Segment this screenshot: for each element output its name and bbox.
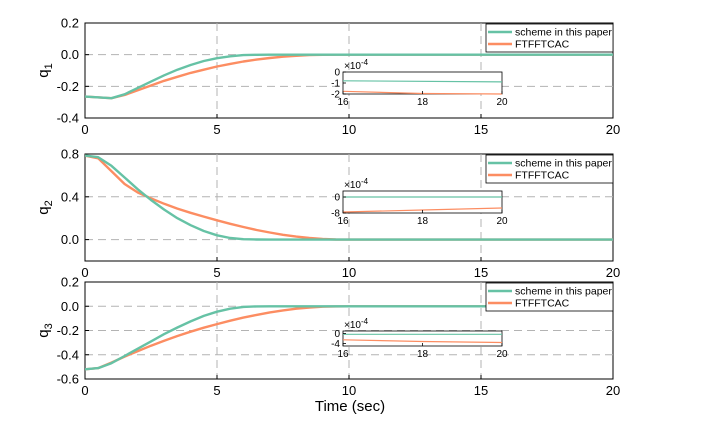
legend-label: FTFFTCAC bbox=[515, 298, 570, 310]
inset-x-tick-label: 18 bbox=[417, 97, 429, 108]
inset-y-tick-label: -8 bbox=[331, 209, 340, 220]
inset-exponent-label: ×10-4 bbox=[344, 177, 369, 191]
inset-exponent-power: -4 bbox=[361, 58, 369, 67]
y-tick-label: 0.2 bbox=[61, 275, 79, 290]
legend-box bbox=[485, 23, 614, 53]
y-tick-label: -0.2 bbox=[57, 323, 79, 338]
legend-label: scheme in this paper bbox=[515, 158, 612, 170]
inset-x-tick-label: 16 bbox=[337, 97, 349, 108]
x-tick-label: 15 bbox=[474, 383, 488, 398]
y-axis-label-main: q bbox=[35, 69, 52, 77]
inset-exponent-label: ×10-4 bbox=[344, 58, 369, 72]
x-tick-label: 20 bbox=[606, 383, 620, 398]
inset-y-tick-label: 0 bbox=[334, 193, 340, 204]
inset-y-tick-label: -2 bbox=[331, 90, 340, 101]
y-tick-label: -0.2 bbox=[57, 79, 79, 94]
y-tick-label: -0.4 bbox=[57, 111, 79, 126]
inset-series-line-ftfftcac bbox=[342, 339, 503, 344]
series-line-scheme bbox=[85, 154, 613, 241]
inset-exponent-label: ×10-4 bbox=[344, 317, 369, 331]
x-tick-label: 10 bbox=[342, 122, 356, 137]
inset-x-tick-label: 16 bbox=[337, 349, 349, 360]
legend-label: scheme in this paper bbox=[515, 286, 612, 298]
panel-q3: 0 5 10 15 20 -0.6 -0.4 -0.2 0.0 0.2 q3 scheme in th… bbox=[35, 275, 620, 399]
x-tick-label: 15 bbox=[474, 122, 488, 137]
y-axis-label-subscript: 2 bbox=[43, 200, 55, 206]
inset-y-tick-label: 0 bbox=[334, 329, 340, 340]
inset-y-tick-label: -1 bbox=[331, 79, 340, 90]
y-axis-label: q2 bbox=[35, 200, 55, 214]
inset-x-tick-label: 18 bbox=[417, 216, 429, 227]
inset-exponent-base: ×10 bbox=[344, 61, 361, 72]
y-axis-label: q1 bbox=[35, 63, 55, 77]
y-axis-label-main: q bbox=[35, 329, 52, 337]
x-tick-label: 0 bbox=[81, 383, 88, 398]
legend-label: scheme in this paper bbox=[515, 27, 612, 39]
y-axis-label: q3 bbox=[35, 323, 55, 337]
inset-x-tick-label: 16 bbox=[337, 216, 349, 227]
x-tick-label: 0 bbox=[81, 122, 88, 137]
y-axis-label-subscript: 3 bbox=[43, 323, 55, 329]
y-axis-label-main: q bbox=[35, 206, 52, 214]
y-tick-label: 0.2 bbox=[61, 16, 79, 31]
inset-y-tick-label: -4 bbox=[331, 339, 340, 350]
y-tick-label: -0.4 bbox=[57, 347, 79, 362]
inset-plot: 16 18 20-40×10-4 bbox=[331, 317, 508, 360]
y-tick-label: 0.4 bbox=[61, 189, 79, 204]
legend-label: FTFFTCAC bbox=[515, 39, 570, 51]
inset-x-tick-label: 20 bbox=[496, 216, 508, 227]
inset-exponent-base: ×10 bbox=[344, 180, 361, 191]
inset-plot: 16 18 20 -2-10 ×10-4 bbox=[331, 58, 508, 108]
y-tick-label: 0.0 bbox=[61, 299, 79, 314]
x-tick-label: 5 bbox=[213, 122, 220, 137]
inset-x-tick-label: 20 bbox=[496, 349, 508, 360]
y-tick-label: 0.8 bbox=[61, 147, 79, 162]
x-tick-label: 0 bbox=[81, 265, 88, 280]
x-tick-label: 5 bbox=[213, 383, 220, 398]
x-tick-label: 20 bbox=[606, 265, 620, 280]
series-line-scheme bbox=[85, 305, 613, 371]
x-axis-label: Time (sec) bbox=[315, 398, 385, 415]
inset-series-line-scheme bbox=[342, 80, 503, 83]
inset-y-tick-label: 0 bbox=[334, 68, 340, 79]
inset-exponent-base: ×10 bbox=[344, 320, 361, 331]
inset-x-tick-label: 20 bbox=[496, 97, 508, 108]
x-tick-label: 5 bbox=[213, 265, 220, 280]
y-tick-label: 0.0 bbox=[61, 47, 79, 62]
x-tick-label: 10 bbox=[342, 265, 356, 280]
y-tick-label: 0.0 bbox=[61, 232, 79, 247]
inset-exponent-power: -4 bbox=[361, 317, 369, 326]
y-tick-label: -0.6 bbox=[57, 372, 79, 387]
inset-plot: 16 18 20 -8 0 ×10-4 bbox=[331, 177, 508, 227]
inset-frame bbox=[342, 71, 503, 95]
legend-box bbox=[485, 282, 614, 312]
legend-label: FTFFTCAC bbox=[515, 170, 570, 182]
x-tick-label: 20 bbox=[606, 122, 620, 137]
inset-x-tick-label: 18 bbox=[417, 349, 429, 360]
legend-box bbox=[485, 154, 614, 184]
inset-exponent-power: -4 bbox=[361, 177, 369, 186]
x-tick-label: 15 bbox=[474, 265, 488, 280]
y-axis-label-subscript: 1 bbox=[43, 63, 55, 69]
series-line-scheme bbox=[85, 53, 613, 100]
x-tick-label: 10 bbox=[342, 383, 356, 398]
